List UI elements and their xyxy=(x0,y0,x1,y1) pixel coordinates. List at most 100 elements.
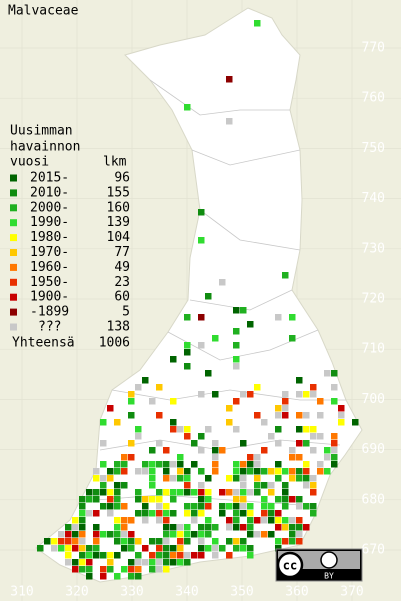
observation-square xyxy=(177,454,184,461)
observation-square xyxy=(72,566,79,573)
observation-square xyxy=(107,468,114,475)
observation-square xyxy=(156,566,163,573)
observation-square xyxy=(135,538,142,545)
observation-square xyxy=(268,489,275,496)
observation-square xyxy=(240,461,247,468)
observation-square xyxy=(282,524,289,531)
observation-square xyxy=(261,503,268,510)
observation-square xyxy=(114,552,121,559)
observation-square xyxy=(107,489,114,496)
observation-square xyxy=(184,482,191,489)
observation-square xyxy=(247,391,254,398)
observation-square xyxy=(324,447,331,454)
observation-square xyxy=(275,468,282,475)
observation-square xyxy=(254,531,261,538)
observation-square xyxy=(324,468,331,475)
observation-square xyxy=(107,559,114,566)
observation-square xyxy=(121,482,128,489)
observation-square xyxy=(254,20,261,27)
observation-square xyxy=(149,566,156,573)
observation-square xyxy=(58,538,65,545)
observation-square xyxy=(79,531,86,538)
observation-square xyxy=(261,517,268,524)
observation-square xyxy=(261,482,268,489)
observation-square xyxy=(149,468,156,475)
observation-square xyxy=(184,104,191,111)
observation-square xyxy=(156,538,163,545)
observation-square xyxy=(100,440,107,447)
observation-square xyxy=(261,447,268,454)
legend-swatch xyxy=(10,323,17,331)
observation-square xyxy=(142,377,149,384)
north-label: 670 xyxy=(362,543,385,558)
observation-square xyxy=(107,510,114,517)
observation-square xyxy=(226,489,233,496)
observation-square xyxy=(170,496,177,503)
observation-square xyxy=(58,531,65,538)
observation-square xyxy=(296,426,303,433)
observation-square xyxy=(247,321,254,328)
legend-swatch xyxy=(10,204,17,212)
observation-square xyxy=(163,545,170,552)
observation-square xyxy=(184,468,191,475)
observation-square xyxy=(331,440,338,447)
observation-square xyxy=(282,272,289,279)
observation-square xyxy=(135,559,142,566)
observation-square xyxy=(184,363,191,370)
observation-square xyxy=(289,447,296,454)
observation-square xyxy=(37,545,44,552)
observation-square xyxy=(310,391,317,398)
observation-square xyxy=(296,440,303,447)
observation-square xyxy=(205,496,212,503)
observation-square xyxy=(86,545,93,552)
observation-square xyxy=(170,524,177,531)
observation-square xyxy=(233,496,240,503)
observation-square xyxy=(184,349,191,356)
observation-square xyxy=(114,517,121,524)
observation-square xyxy=(240,391,247,398)
observation-square xyxy=(135,489,142,496)
observation-square xyxy=(114,503,121,510)
observation-square xyxy=(170,426,177,433)
observation-square xyxy=(170,356,177,363)
observation-square xyxy=(163,510,170,517)
observation-square xyxy=(296,475,303,482)
observation-square xyxy=(331,398,338,405)
observation-square xyxy=(177,552,184,559)
observation-square xyxy=(212,552,219,559)
observation-square xyxy=(282,517,289,524)
license-badge: cc BY xyxy=(275,548,363,582)
observation-square xyxy=(317,412,324,419)
observation-square xyxy=(310,384,317,391)
observation-square xyxy=(296,391,303,398)
observation-square xyxy=(233,328,240,335)
observation-square xyxy=(296,538,303,545)
legend-count: 77 xyxy=(114,245,130,260)
observation-square xyxy=(191,531,198,538)
observation-square xyxy=(247,545,254,552)
observation-square xyxy=(289,531,296,538)
observation-square xyxy=(261,419,268,426)
observation-square xyxy=(184,510,191,517)
observation-square xyxy=(268,517,275,524)
observation-square xyxy=(65,552,72,559)
legend-count: 5 xyxy=(122,305,130,320)
observation-square xyxy=(114,468,121,475)
observation-square xyxy=(247,517,254,524)
observation-square xyxy=(240,510,247,517)
observation-square xyxy=(240,468,247,475)
observation-square xyxy=(142,468,149,475)
observation-square xyxy=(142,559,149,566)
observation-square xyxy=(303,468,310,475)
observation-square xyxy=(177,475,184,482)
observation-square xyxy=(240,307,247,314)
observation-square xyxy=(156,510,163,517)
observation-square xyxy=(233,342,240,349)
observation-square xyxy=(65,524,72,531)
north-label: 680 xyxy=(362,492,385,507)
observation-square xyxy=(170,510,177,517)
observation-square xyxy=(296,412,303,419)
legend-label: 1980- xyxy=(30,230,69,245)
observation-square xyxy=(219,503,226,510)
